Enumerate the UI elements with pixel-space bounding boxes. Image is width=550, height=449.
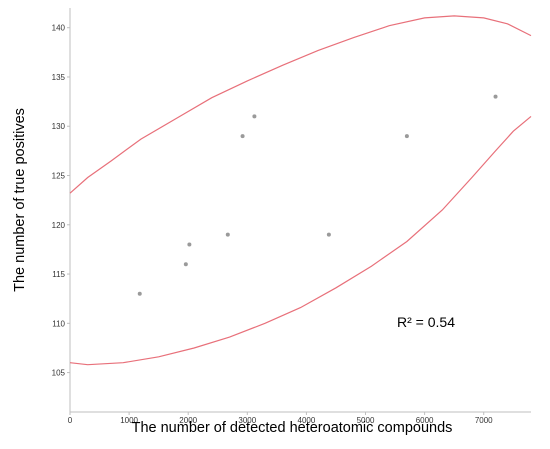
- x-tick-label: 0: [68, 416, 73, 425]
- y-tick-label: 120: [52, 221, 66, 230]
- x-ticks: 0 1000 2000 3000 4000 5000 6000 7000: [68, 412, 493, 425]
- data-point: [137, 291, 142, 296]
- data-point: [187, 242, 192, 247]
- confidence-ellipse-lower: [69, 115, 532, 366]
- y-tick-label: 140: [52, 24, 66, 33]
- x-tick-label: 3000: [238, 416, 256, 425]
- confidence-ellipse-upper: [69, 15, 532, 194]
- x-tick-label: 2000: [179, 416, 197, 425]
- y-axis-title: The number of true positives: [12, 108, 28, 292]
- x-tick-label: 6000: [416, 416, 434, 425]
- data-point: [225, 232, 230, 237]
- y-tick-label: 130: [52, 122, 66, 131]
- data-point: [493, 94, 498, 99]
- x-tick-label: 4000: [298, 416, 316, 425]
- x-tick-label: 7000: [475, 416, 493, 425]
- data-point: [183, 262, 188, 267]
- data-point: [240, 134, 245, 139]
- r-squared-annotation: R² = 0.54: [397, 314, 455, 330]
- y-tick-label: 105: [52, 369, 66, 378]
- y-tick-label: 135: [52, 73, 66, 82]
- y-ticks: 105 110 115 120 125 130 135 140: [52, 24, 70, 378]
- data-point: [404, 134, 409, 139]
- y-tick-label: 115: [52, 270, 65, 279]
- x-tick-label: 1000: [120, 416, 138, 425]
- y-tick-label: 110: [52, 319, 65, 328]
- data-point: [326, 232, 331, 237]
- axes: [69, 8, 531, 413]
- data-points: [137, 94, 498, 296]
- y-tick-label: 125: [52, 172, 66, 181]
- x-axis-title: The number of detected heteroatomic comp…: [132, 420, 453, 436]
- data-point: [252, 114, 257, 119]
- x-tick-label: 5000: [357, 416, 375, 425]
